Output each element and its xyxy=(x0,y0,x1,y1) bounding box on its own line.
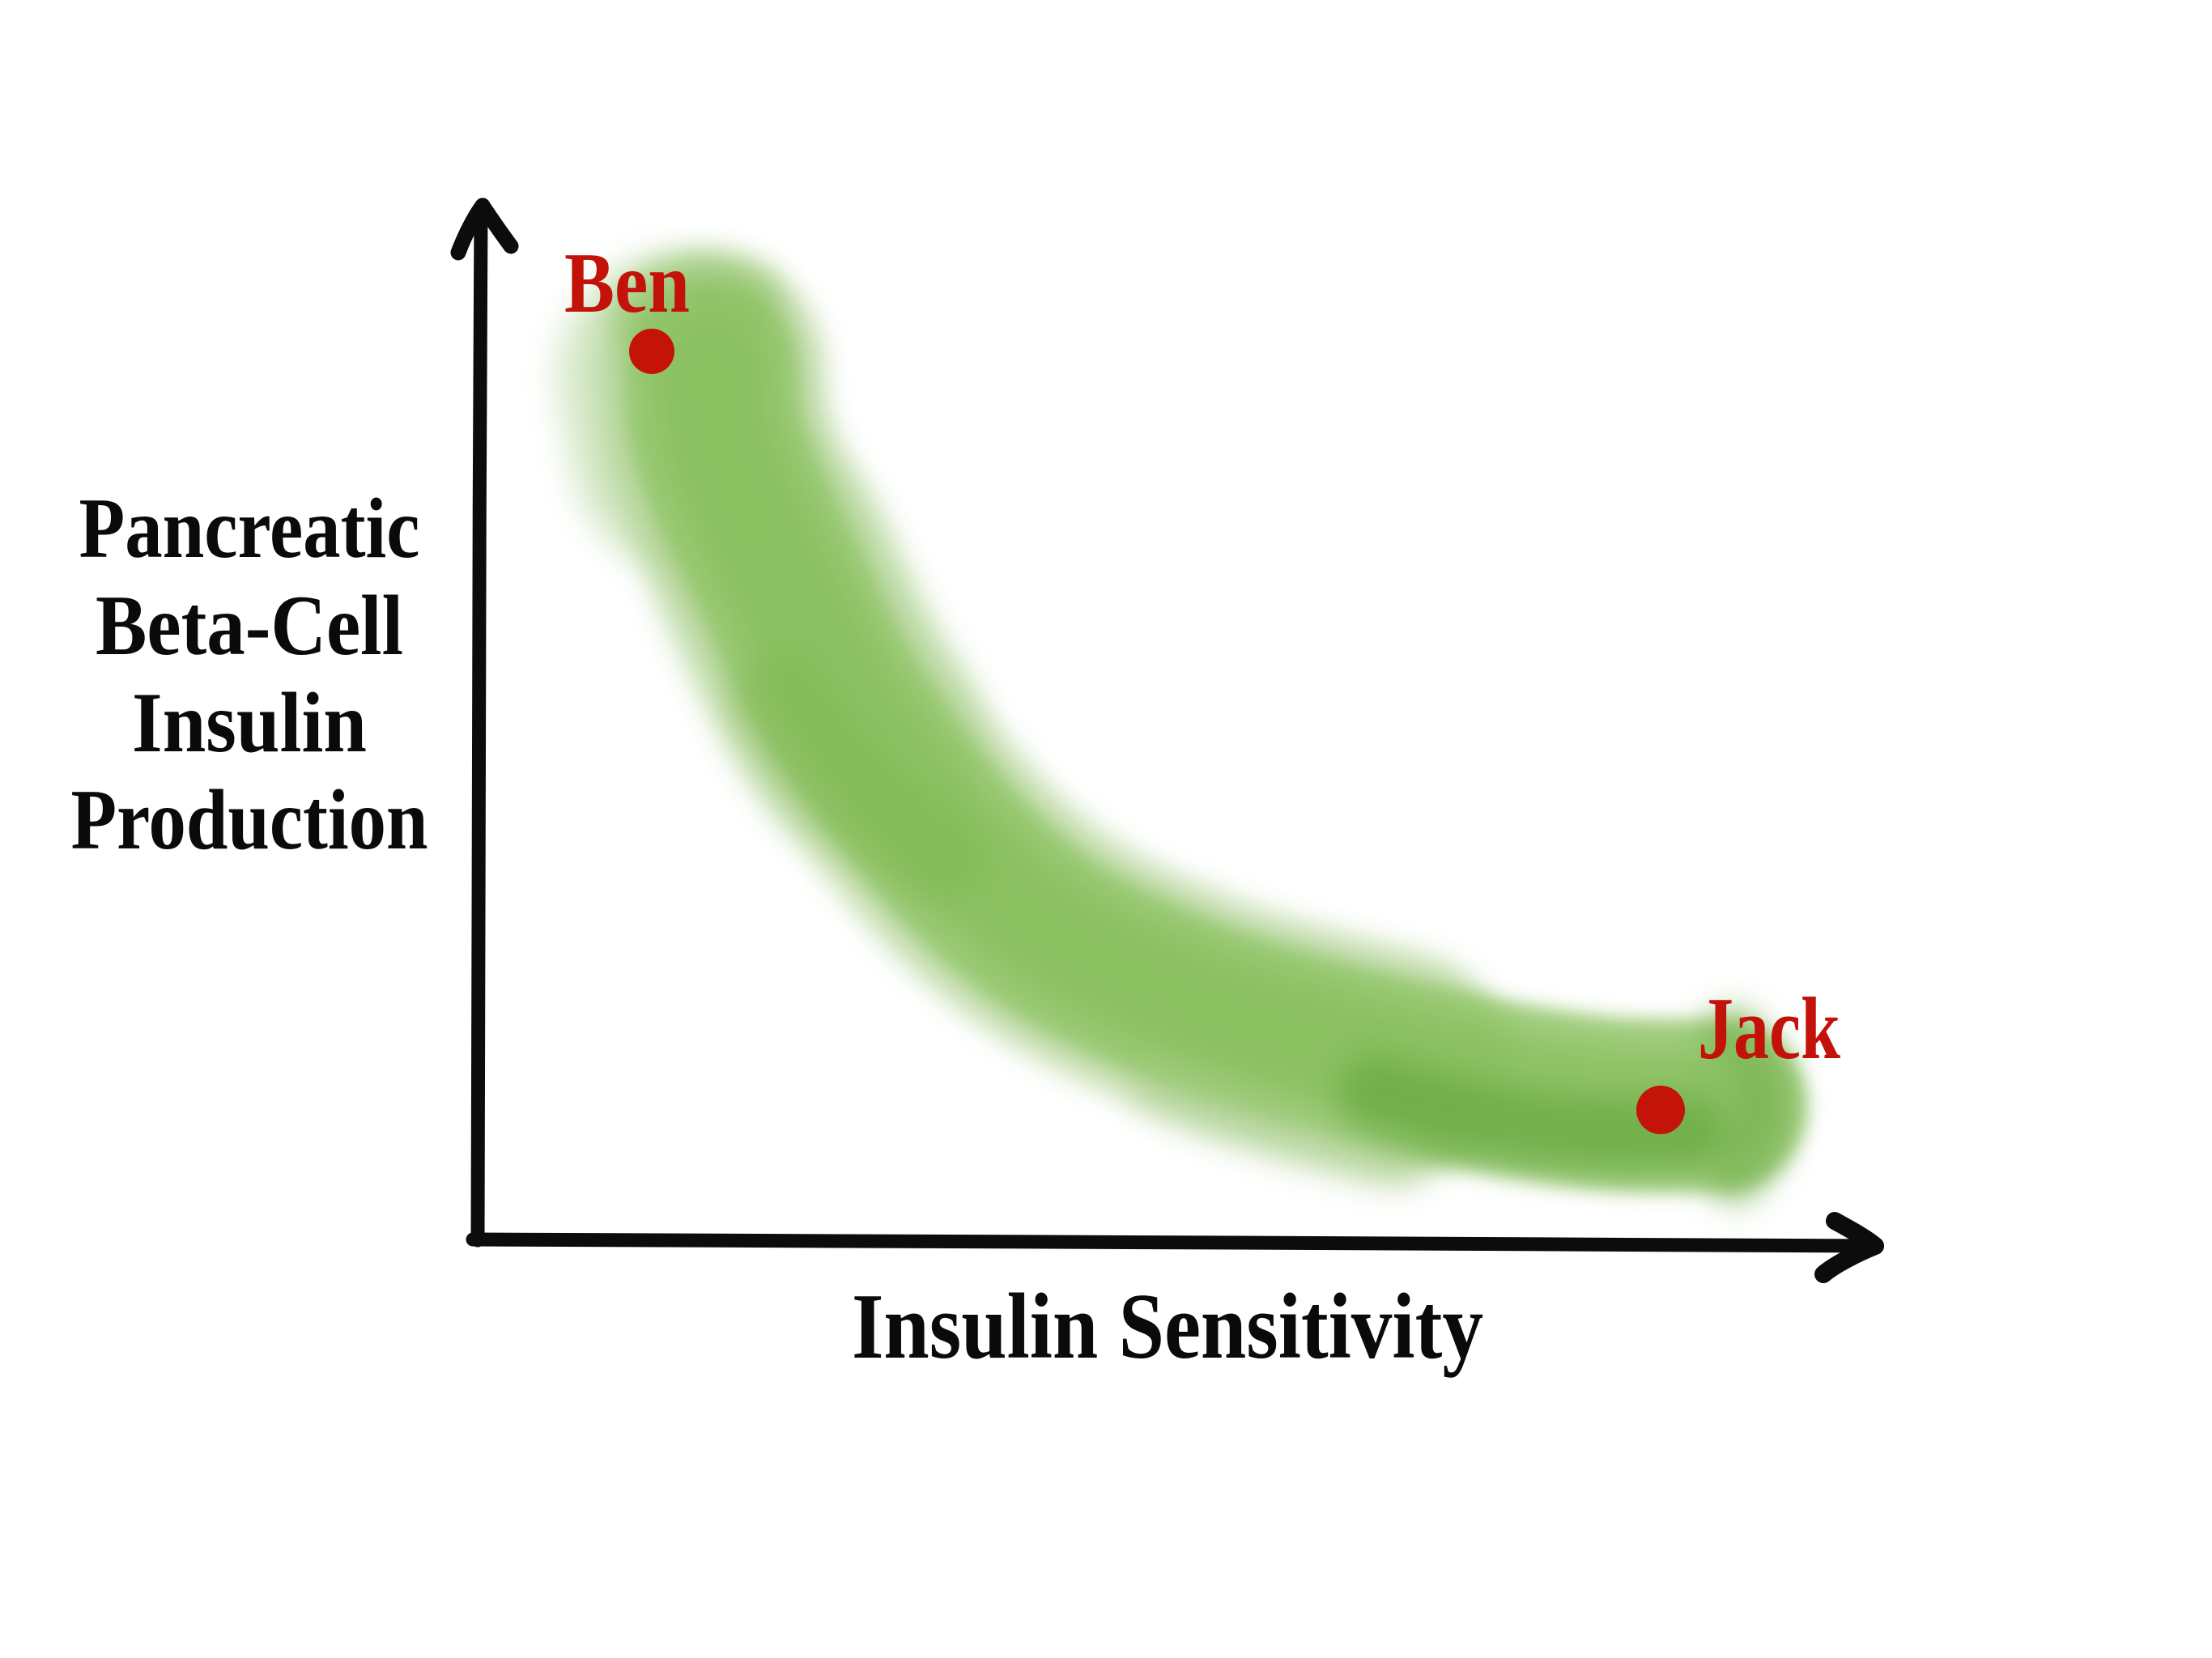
svg-text:Production: Production xyxy=(71,772,428,867)
svg-text:Insulin Sensitivity: Insulin Sensitivity xyxy=(852,1275,1483,1378)
svg-text:Insulin: Insulin xyxy=(132,675,367,770)
svg-text:Ben: Ben xyxy=(564,236,690,330)
svg-text:Beta-Cell: Beta-Cell xyxy=(96,578,403,673)
svg-text:Pancreatic: Pancreatic xyxy=(79,481,420,576)
svg-text:Jack: Jack xyxy=(1698,980,1840,1078)
